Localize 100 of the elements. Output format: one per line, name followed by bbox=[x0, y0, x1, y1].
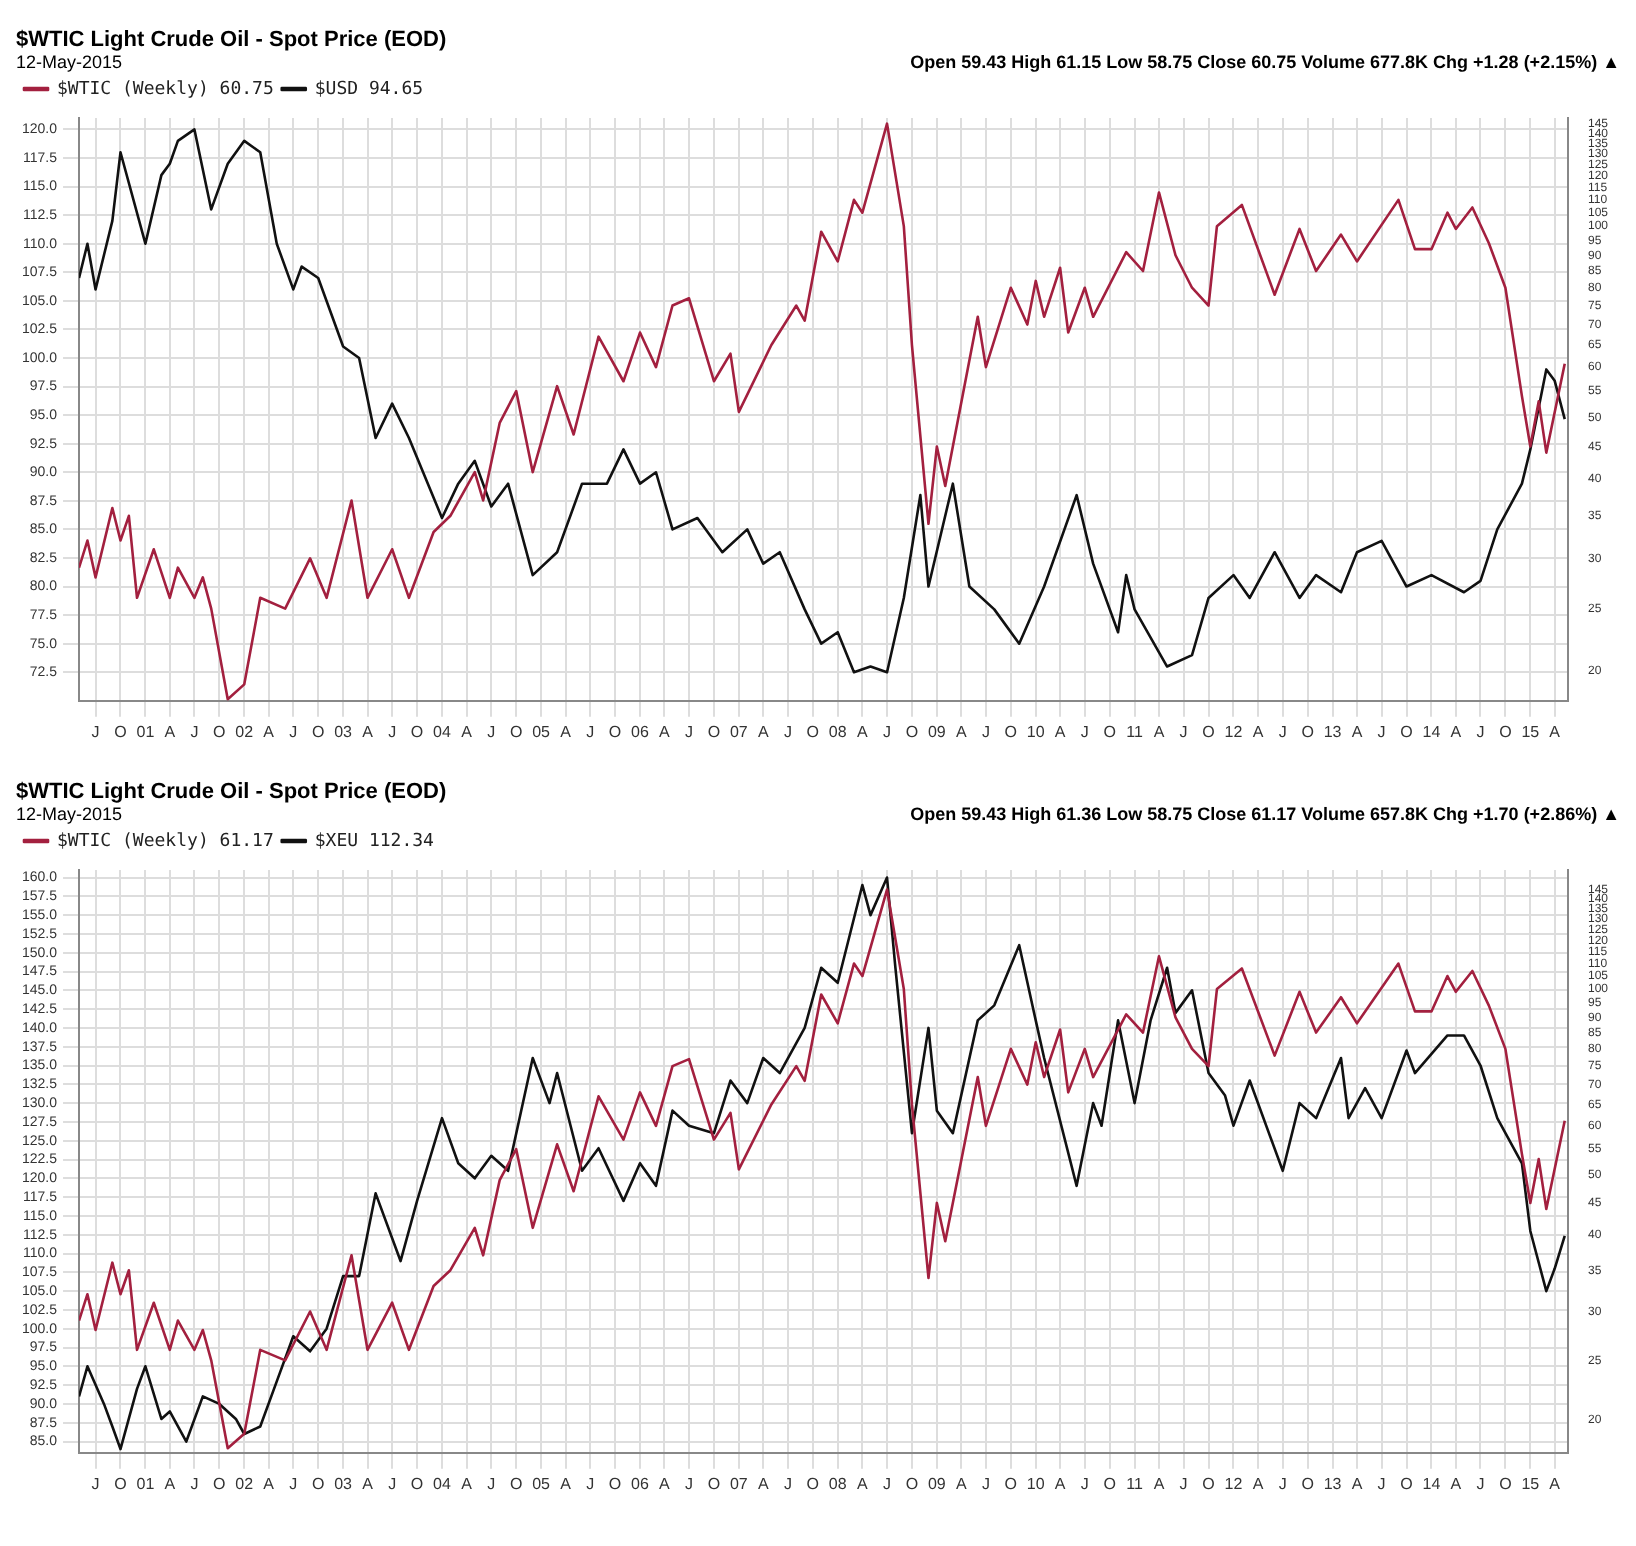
chart-title: $WTIC Light Crude Oil - Spot Price (EOD) bbox=[16, 780, 447, 804]
x-tick-label: J bbox=[1476, 1474, 1485, 1493]
x-tick-label: A bbox=[1054, 722, 1067, 741]
x-tick-label: O bbox=[1202, 722, 1215, 741]
x-tick-label: 05 bbox=[532, 1474, 552, 1493]
x-tick-label: 12 bbox=[1224, 1474, 1244, 1493]
x-tick-label: J bbox=[981, 1474, 990, 1493]
x-tick-label: O bbox=[509, 722, 523, 741]
x-tick-label: O bbox=[213, 722, 226, 741]
x-tick-label: A bbox=[1450, 1474, 1463, 1493]
x-tick-label: A bbox=[1252, 1474, 1265, 1493]
legend-label: $WTIC (Weekly) 60.75 bbox=[57, 79, 274, 100]
x-tick-label: O bbox=[608, 1474, 622, 1493]
x-tick-label: J bbox=[883, 722, 892, 741]
x-tick-label: 08 bbox=[828, 722, 848, 741]
x-tick-label: 07 bbox=[729, 722, 749, 741]
x-tick-label: O bbox=[707, 1474, 721, 1493]
x-tick-label: 14 bbox=[1422, 722, 1442, 741]
x-tick-label: O bbox=[410, 1474, 424, 1493]
x-tick-label: 04 bbox=[433, 722, 452, 741]
x-tick-label: 14 bbox=[1422, 1474, 1442, 1493]
x-tick-label: J bbox=[1080, 1474, 1089, 1493]
x-tick-label: J bbox=[883, 1474, 892, 1493]
x-tick-label: J bbox=[487, 722, 496, 741]
x-tick-label: O bbox=[1301, 1474, 1314, 1493]
x-tick-label: J bbox=[91, 722, 100, 741]
x-tick-label: 13 bbox=[1323, 1474, 1343, 1493]
x-tick-label: A bbox=[1351, 1474, 1364, 1493]
x-tick-label: A bbox=[757, 722, 770, 741]
x-tick-label: 03 bbox=[334, 722, 354, 741]
x-tick-label: A bbox=[1153, 722, 1166, 741]
x-tick-label: 02 bbox=[235, 722, 255, 741]
x-tick-label: J bbox=[1377, 1474, 1386, 1493]
x-tick-label: A bbox=[1450, 722, 1463, 741]
x-tick-label: A bbox=[362, 722, 375, 741]
x-tick-label: A bbox=[1351, 722, 1364, 741]
x-tick-label: A bbox=[757, 1474, 770, 1493]
x-tick-label: J bbox=[388, 1474, 397, 1493]
x-tick-label: O bbox=[114, 722, 127, 741]
x-tick-label: A bbox=[1549, 1474, 1562, 1493]
x-tick-label: J bbox=[289, 722, 298, 741]
x-tick-label: O bbox=[509, 1474, 523, 1493]
text: Open 59.43 High 61.15 Low 58.75 Close 60.75 Volume 677.8K Chg +1.28 (+2.15%) ▲ bbox=[910, 52, 1620, 72]
x-tick-label: O bbox=[905, 722, 919, 741]
x-tick-label: 03 bbox=[334, 1474, 354, 1493]
x-tick-label: 09 bbox=[927, 1474, 947, 1493]
x-tick-label: A bbox=[560, 1474, 573, 1493]
x-tick-label: O bbox=[1103, 722, 1116, 741]
x-tick-label: 06 bbox=[631, 1474, 650, 1493]
x-tick-label: O bbox=[1004, 1474, 1018, 1493]
x-tick-label: A bbox=[1252, 722, 1265, 741]
x-tick-label: A bbox=[857, 722, 870, 741]
x-tick-label: O bbox=[1004, 722, 1018, 741]
x-tick-label: O bbox=[1400, 1474, 1413, 1493]
x-tick-label: A bbox=[659, 722, 672, 741]
x-tick-label: A bbox=[461, 1474, 474, 1493]
x-tick-label: 15 bbox=[1521, 1474, 1541, 1493]
x-tick-label: 10 bbox=[1026, 722, 1046, 741]
x-tick-label: J bbox=[783, 1474, 792, 1493]
x-tick-label: A bbox=[1054, 1474, 1067, 1493]
x-tick-label: J bbox=[487, 1474, 496, 1493]
chart-title: $WTIC Light Crude Oil - Spot Price (EOD) bbox=[16, 28, 447, 52]
x-tick-label: J bbox=[981, 722, 990, 741]
x-tick-label: 05 bbox=[532, 722, 552, 741]
x-tick-label: 15 bbox=[1521, 722, 1541, 741]
x-tick-label: A bbox=[1153, 1474, 1166, 1493]
x-tick-label: A bbox=[955, 1474, 968, 1493]
x-tick-label: J bbox=[289, 1474, 298, 1493]
x-tick-label: 04 bbox=[433, 1474, 452, 1493]
x-tick-label: O bbox=[213, 1474, 226, 1493]
x-tick-label: 12 bbox=[1224, 722, 1244, 741]
x-tick-label: J bbox=[91, 1474, 100, 1493]
x-tick-label: 11 bbox=[1126, 722, 1144, 741]
x-tick-label: A bbox=[1549, 722, 1562, 741]
x-tick-label: A bbox=[164, 1474, 177, 1493]
legend-label: $XEU 112.34 bbox=[314, 831, 434, 852]
x-tick-label: O bbox=[1202, 1474, 1215, 1493]
x-tick-label: J bbox=[190, 722, 199, 741]
x-tick-label: J bbox=[1080, 722, 1089, 741]
x-tick-label: A bbox=[362, 1474, 375, 1493]
x-tick-label: J bbox=[1476, 722, 1485, 741]
x-tick-label: A bbox=[461, 722, 474, 741]
x-tick-label: O bbox=[410, 722, 424, 741]
x-tick-label: A bbox=[659, 1474, 672, 1493]
x-tick-label: 13 bbox=[1323, 722, 1343, 741]
x-tick-label: O bbox=[311, 1474, 325, 1493]
x-tick-label: 02 bbox=[235, 1474, 255, 1493]
x-tick-label: J bbox=[1179, 1474, 1188, 1493]
x-tick-label: O bbox=[1499, 1474, 1512, 1493]
x-tick-label: O bbox=[905, 1474, 919, 1493]
x-tick-label: A bbox=[263, 722, 276, 741]
x-tick-label: A bbox=[857, 1474, 870, 1493]
x-tick-label: O bbox=[114, 1474, 127, 1493]
x-tick-label: 01 bbox=[136, 1474, 156, 1493]
x-tick-label: O bbox=[806, 722, 820, 741]
x-tick-label: O bbox=[1400, 722, 1413, 741]
legend-label: $WTIC (Weekly) 61.17 bbox=[57, 831, 274, 852]
x-tick-label: O bbox=[707, 722, 721, 741]
x-tick-label: J bbox=[388, 722, 397, 741]
x-tick-label: J bbox=[685, 722, 694, 741]
